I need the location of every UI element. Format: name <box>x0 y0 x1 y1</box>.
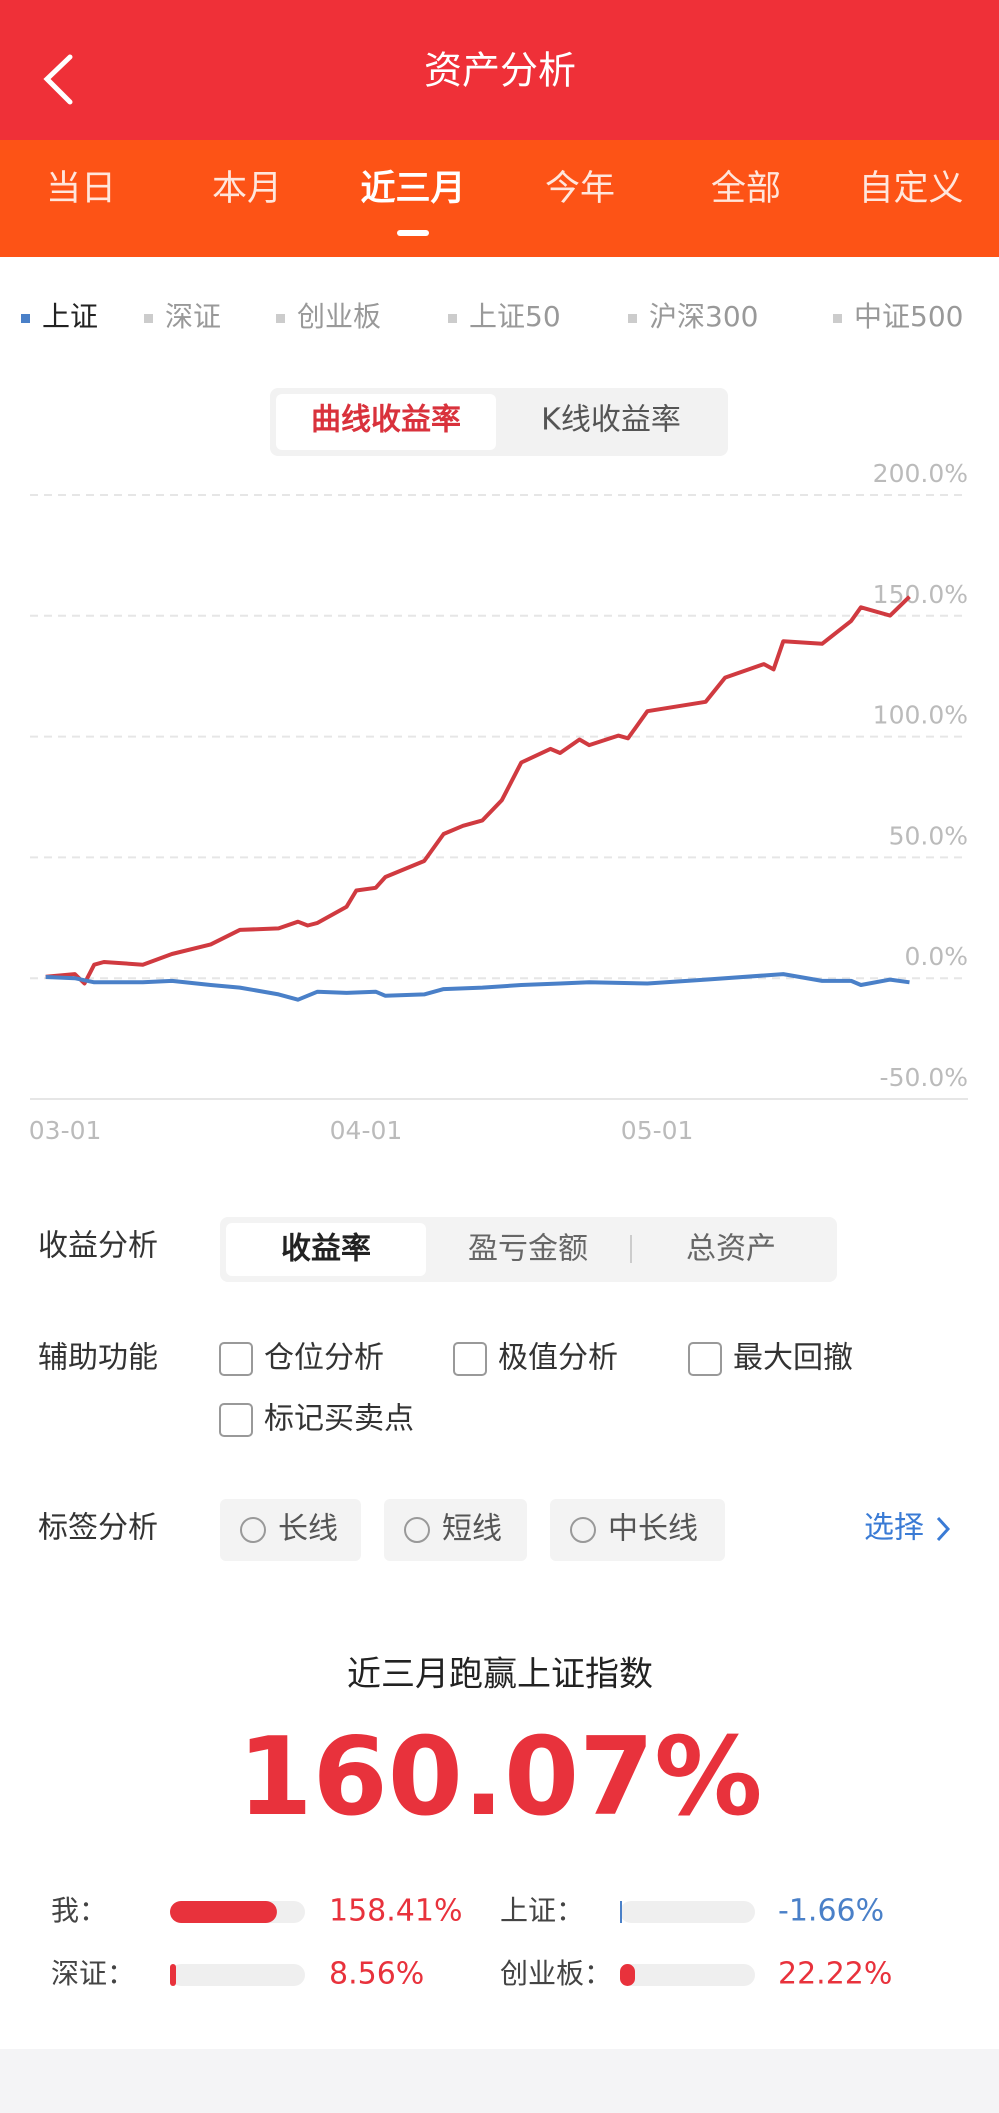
checkbox[interactable] <box>453 1342 487 1376</box>
compare-label: 上证： <box>500 1894 584 1927</box>
index-dot <box>448 314 457 323</box>
checkbox-label: 标记买卖点 <box>264 1402 414 1437</box>
compare-track <box>620 1901 755 1923</box>
summary-title: 近三月跑赢上证指数 <box>347 1655 653 1695</box>
x-tick-label: 05-01 <box>621 1116 694 1145</box>
tag-pill[interactable] <box>550 1499 725 1561</box>
checkbox-label: 极值分析 <box>498 1341 618 1376</box>
compare-label: 我： <box>51 1894 107 1927</box>
compare-bar <box>620 1901 622 1923</box>
back-button[interactable] <box>43 54 73 105</box>
compare-value: -1.66% <box>778 1894 884 1929</box>
index-tab[interactable]: 中证500 <box>854 300 963 333</box>
tag-label: 短线 <box>442 1512 502 1547</box>
tag-label: 中长线 <box>608 1512 698 1547</box>
segment-option[interactable]: 收益率 <box>281 1232 371 1267</box>
index-dot <box>628 314 637 323</box>
checkbox[interactable] <box>219 1403 253 1437</box>
y-tick-label: 0.0% <box>904 942 968 971</box>
y-tick-label: 150.0% <box>873 580 968 609</box>
toggle-option[interactable]: K线收益率 <box>541 403 681 438</box>
bottom-strip <box>0 2049 999 2113</box>
compare-label: 创业板： <box>500 1957 612 1990</box>
index-dot <box>276 314 285 323</box>
period-tab[interactable]: 近三月 <box>360 169 465 209</box>
tab-bar <box>0 140 999 257</box>
checkbox-label: 仓位分析 <box>264 1341 384 1376</box>
select-chevron <box>936 1516 951 1542</box>
x-tick-label: 04-01 <box>330 1116 403 1145</box>
aux-label: 辅助功能 <box>38 1341 158 1376</box>
compare-bar <box>620 1964 635 1986</box>
compare-bar <box>170 1901 277 1923</box>
period-tab[interactable]: 自定义 <box>858 169 963 209</box>
tags-label: 标签分析 <box>38 1511 158 1546</box>
compare-track <box>170 1964 305 1986</box>
period-tab[interactable]: 全部 <box>711 169 781 209</box>
segment-option[interactable]: 盈亏金额 <box>468 1232 588 1267</box>
segment-option[interactable]: 总资产 <box>686 1232 776 1267</box>
y-tick-label: 200.0% <box>873 459 968 488</box>
series-line <box>45 595 911 986</box>
y-tick-label: 50.0% <box>889 821 968 850</box>
header-bar <box>0 0 999 140</box>
summary-value: 160.07% <box>238 1715 763 1840</box>
index-tab[interactable]: 沪深300 <box>649 300 758 333</box>
period-tab[interactable]: 今年 <box>545 169 615 209</box>
tag-label: 长线 <box>278 1512 338 1547</box>
index-tab[interactable]: 上证50 <box>469 300 561 333</box>
y-tick-label: 100.0% <box>873 701 968 730</box>
period-tab[interactable]: 本月 <box>212 169 282 209</box>
x-tick-label: 03-01 <box>29 1116 102 1145</box>
page-title: 资产分析 <box>424 49 576 93</box>
compare-value: 8.56% <box>329 1957 424 1992</box>
toggle-option[interactable]: 曲线收益率 <box>311 403 461 438</box>
y-tick-label: -50.0% <box>880 1063 968 1092</box>
compare-label: 深证： <box>51 1957 135 1990</box>
checkbox[interactable] <box>219 1342 253 1376</box>
radio <box>570 1517 596 1543</box>
series-line <box>45 972 910 1002</box>
compare-value: 158.41% <box>329 1894 462 1929</box>
select-button[interactable]: 选择 <box>864 1511 924 1546</box>
radio <box>404 1517 430 1543</box>
toggle-active <box>276 394 496 450</box>
index-tab[interactable]: 深证 <box>165 300 221 333</box>
index-tab[interactable]: 上证 <box>42 300 98 333</box>
profit-label: 收益分析 <box>38 1229 158 1264</box>
tab-underline <box>397 230 429 236</box>
period-tab[interactable]: 当日 <box>46 169 116 209</box>
compare-value: 22.22% <box>778 1957 892 1992</box>
checkbox-label: 最大回撤 <box>733 1341 853 1376</box>
index-dot <box>21 314 30 323</box>
checkbox[interactable] <box>688 1342 722 1376</box>
segment-active <box>226 1223 426 1276</box>
index-dot <box>144 314 153 323</box>
compare-bar <box>170 1964 176 1986</box>
index-dot <box>833 314 842 323</box>
tag-pill[interactable] <box>384 1499 527 1561</box>
compare-track <box>620 1964 755 1986</box>
tag-pill[interactable] <box>220 1499 361 1561</box>
radio <box>240 1517 266 1543</box>
index-tab[interactable]: 创业板 <box>297 300 381 333</box>
